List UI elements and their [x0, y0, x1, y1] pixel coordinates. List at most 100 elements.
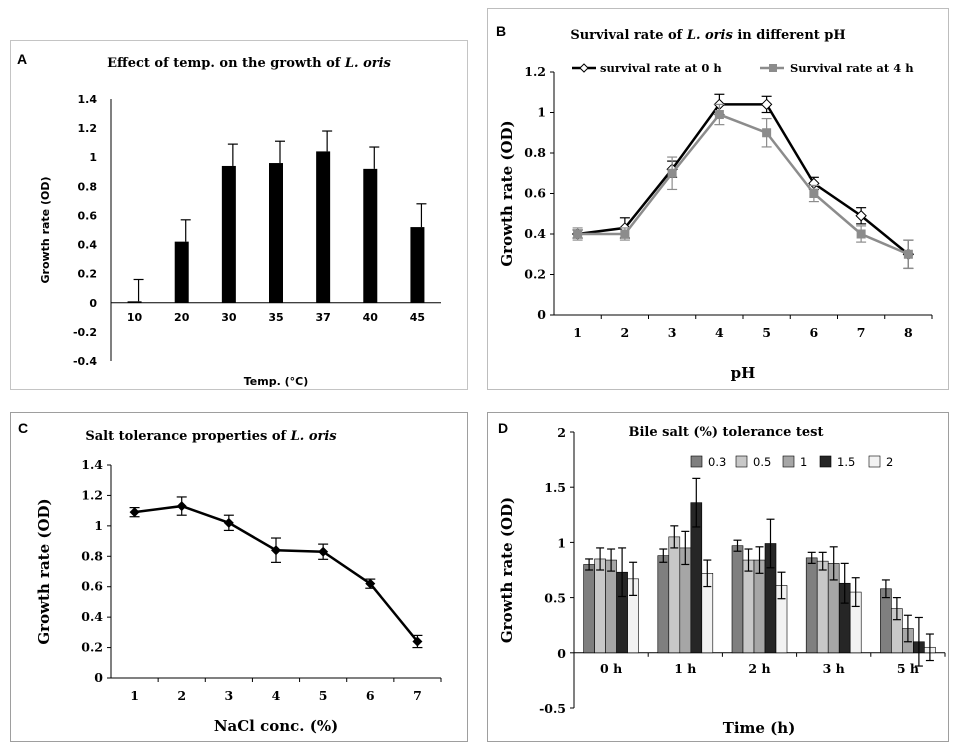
bar-d	[731, 545, 744, 654]
y-tick-label-c: 0.4	[81, 609, 103, 624]
bar-d	[880, 588, 892, 654]
x-tick-label-c: 5	[319, 688, 328, 703]
x-tick-label-c: 3	[225, 688, 234, 703]
y-axis-label-a: Growth rate (OD)	[39, 176, 52, 283]
y-tick-label-c: 1.4	[81, 457, 103, 472]
plot-area-b: 1.2 1 0.8 0.6 0.4 0.2 0 1 2 3 4 5 6 7 8	[524, 64, 933, 340]
y-tick-label-b: 0	[537, 307, 546, 322]
legend-marker-4h	[769, 64, 777, 72]
y-tick-label-d: 2	[557, 425, 566, 440]
legend-swatch-d	[782, 455, 795, 468]
x-tick-label-a: 30	[221, 311, 237, 324]
data-point-b	[714, 110, 724, 120]
data-point-c	[412, 636, 423, 647]
x-tick-label-c: 6	[366, 688, 375, 703]
chart-title-b: Survival rate of L. oris in different pH	[570, 28, 845, 43]
x-tick-label-b: 1	[573, 325, 582, 340]
x-tick-label-b: 3	[668, 325, 677, 340]
y-tick-label-a: 0	[89, 297, 97, 310]
x-tick-label-b: 4	[715, 325, 724, 340]
data-point-c	[318, 546, 329, 557]
data-point-c	[365, 578, 376, 589]
data-point-b	[667, 168, 677, 178]
y-tick-label-c: 0.6	[81, 579, 103, 594]
y-tick-label-a: 0.8	[78, 180, 98, 193]
y-tick-label-a: 0.4	[78, 239, 98, 252]
legend-label-4h: Survival rate at 4 h	[790, 61, 914, 75]
series-line-c-0	[134, 504, 419, 643]
y-tick-label-a: 0.6	[78, 209, 98, 222]
x-tick-label-b: 6	[810, 325, 819, 340]
x-tick-label-a: 37	[315, 311, 330, 324]
y-tick-label-c: 0.2	[81, 640, 103, 655]
x-tick-label-a: 40	[363, 311, 379, 324]
legend-label-0h: survival rate at 0 h	[600, 61, 722, 75]
y-tick-label-d: -0.5	[539, 701, 566, 716]
y-tick-label-a: -0.4	[73, 355, 97, 368]
chart-title-a: Effect of temp. on the growth of L. oris	[107, 56, 391, 71]
bar-d	[583, 564, 595, 654]
panel-label-a: A	[17, 51, 27, 67]
bar-d	[668, 536, 681, 654]
y-tick-label-c: 1.2	[81, 487, 103, 502]
data-point-b	[809, 189, 819, 198]
legend-b: survival rate at 0 h Survival rate at 4 …	[572, 61, 914, 75]
bar-a	[221, 165, 236, 303]
data-point-c	[271, 545, 281, 556]
bar-d	[594, 558, 606, 654]
data-point-b	[903, 249, 913, 259]
chart-c: C Salt tolerance properties of L. oris 1…	[18, 420, 442, 735]
y-tick-label-b: 1.2	[524, 64, 546, 79]
data-point-b	[762, 128, 772, 138]
bar-d	[805, 557, 818, 654]
data-point-c	[129, 507, 140, 518]
legend-label-d: 1.5	[837, 455, 855, 469]
bar-a	[127, 301, 142, 303]
bar-d	[657, 555, 670, 654]
y-axis-label-c: Growth rate (OD)	[35, 498, 53, 644]
data-point-b	[573, 229, 583, 239]
y-tick-label-d: 0	[557, 646, 566, 661]
panel-label-b: B	[496, 23, 506, 39]
bar-a	[269, 163, 283, 303]
bar-a	[410, 227, 425, 303]
data-point-c	[176, 501, 187, 512]
y-tick-label-d: 0.5	[544, 591, 566, 606]
x-tick-label-a: 45	[410, 311, 425, 324]
bar-d	[816, 560, 829, 654]
legend-swatch-d	[735, 455, 748, 468]
legend-marker-0h	[579, 63, 589, 73]
x-axis-label-d: Time (h)	[723, 719, 796, 737]
x-tick-label-d: 1 h	[674, 661, 696, 676]
y-tick-label-b: 0.4	[524, 226, 546, 241]
x-tick-label-d: 2 h	[748, 661, 770, 676]
y-tick-label-a: 0.2	[78, 268, 98, 281]
bar-a	[363, 168, 378, 303]
legend-swatch-d	[819, 455, 832, 468]
y-tick-label-b: 1	[537, 105, 546, 120]
panel-c: C Salt tolerance properties of L. oris 1…	[10, 412, 468, 742]
y-tick-label-d: 1	[557, 535, 566, 550]
x-tick-label-c: 1	[130, 688, 139, 703]
bar-a	[174, 241, 189, 303]
x-tick-label-b: 7	[857, 325, 866, 340]
chart-a: A Effect of temp. on the growth of L. or…	[17, 51, 441, 388]
y-tick-label-c: 0	[94, 670, 103, 685]
chart-b: B Survival rate of L. oris in different …	[496, 23, 933, 382]
x-axis-label-a: Temp. (°C)	[244, 375, 308, 388]
legend-label-d: 1	[800, 455, 807, 469]
x-tick-label-d: 5 h	[897, 661, 919, 676]
y-tick-label-a: -0.2	[73, 326, 97, 339]
panel-a: A Effect of temp. on the growth of L. or…	[10, 40, 468, 390]
panel-d: D Bile salt (%) tolerance test 0.3 0.5 1 1.…	[487, 412, 949, 742]
x-tick-label-c: 4	[272, 688, 281, 703]
series-line-b-0	[577, 103, 910, 256]
panel-label-d: D	[498, 420, 508, 436]
x-tick-label-a: 10	[127, 311, 143, 324]
legend-label-d: 0.5	[753, 455, 771, 469]
x-tick-label-b: 2	[621, 325, 630, 340]
x-tick-label-a: 35	[268, 311, 283, 324]
plot-area-a: 1.4 1.2 1 0.8 0.6 0.4 0.2 0 -0.2 -0.4 10 20 30 35 37 40…	[73, 93, 441, 368]
legend-label-d: 0.3	[708, 455, 726, 469]
chart-d: D Bile salt (%) tolerance test 0.3 0.5 1 1.…	[498, 420, 946, 737]
